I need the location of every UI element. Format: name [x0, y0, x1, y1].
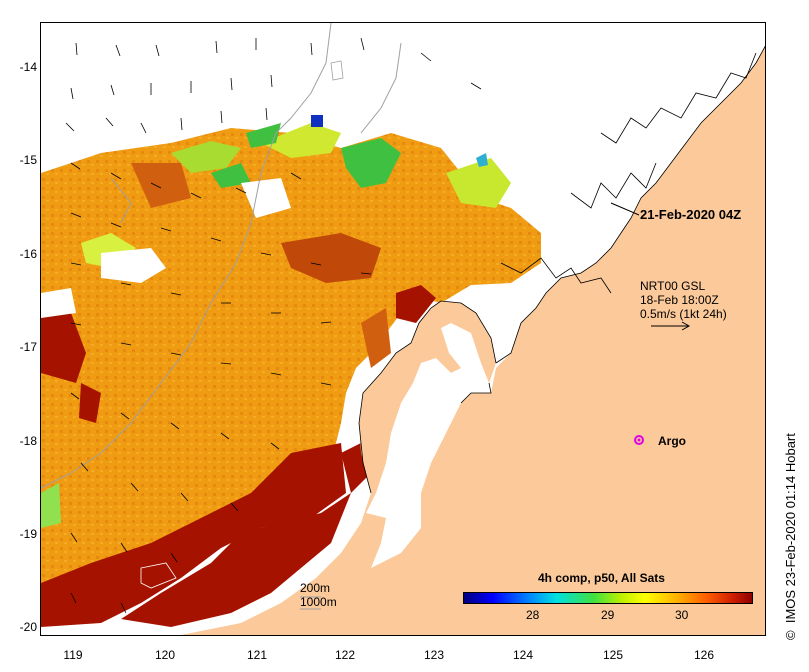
land-mass	[181, 46, 765, 635]
colorbar-tick: 30	[675, 608, 689, 622]
x-tick: 124	[512, 648, 534, 662]
x-tick: 125	[602, 648, 624, 662]
y-tick: -20	[19, 620, 37, 634]
x-tick: 120	[154, 648, 176, 662]
y-tick: -19	[19, 527, 37, 541]
cool-patch	[341, 138, 401, 188]
warm-patch	[131, 163, 191, 208]
y-tick: -14	[19, 60, 37, 74]
cool-patch	[41, 483, 61, 528]
date-marker-line	[610, 202, 640, 216]
colorbar-title: 4h comp, p50, All Sats	[538, 571, 665, 585]
x-tick: 126	[693, 648, 715, 662]
x-tick: 122	[334, 648, 356, 662]
current-scale-label: 0.5m/s (1kt 24h)	[640, 307, 727, 321]
credit-label: © IMOS 23-Feb-2020 01:14 Hobart	[783, 433, 798, 640]
coastline	[358, 45, 765, 494]
cloud-patch	[101, 248, 166, 283]
cool-patch	[261, 123, 341, 158]
x-tick: 119	[63, 648, 83, 662]
velocity-scale-arrow	[651, 321, 691, 331]
hot-zone	[396, 285, 436, 323]
cool-patch	[171, 141, 241, 173]
y-tick: -15	[19, 153, 37, 167]
cloud-patch	[41, 288, 76, 318]
colorbar-tick: 28	[526, 608, 540, 622]
bathymetry-contours	[41, 23, 402, 489]
cool-patch	[211, 163, 251, 188]
cool-patch	[81, 233, 136, 268]
x-tick: 123	[423, 648, 445, 662]
current-source-label: NRT00 GSL	[640, 279, 706, 293]
y-tick: -17	[19, 340, 37, 354]
image-date-label: 21-Feb-2020 04Z	[640, 207, 742, 222]
current-vectors	[65, 37, 482, 614]
warm-patch	[361, 308, 391, 368]
hot-zone	[41, 443, 346, 627]
y-tick: -18	[19, 434, 37, 448]
hot-zone	[79, 383, 101, 423]
cool-patch	[311, 115, 323, 127]
colorbar	[463, 592, 753, 604]
warm-patch	[281, 233, 381, 283]
map-canvas	[41, 23, 765, 635]
argo-float-marker	[634, 435, 644, 445]
contour-1000-label: 1000m	[300, 595, 337, 609]
argo-label: Argo	[658, 434, 686, 448]
current-time-label: 18-Feb 18:00Z	[640, 293, 719, 307]
contour-200-label: 200m	[300, 581, 331, 595]
x-tick: 121	[246, 648, 268, 662]
y-tick: -16	[19, 247, 37, 261]
sst-map[interactable]	[40, 22, 766, 636]
colorbar-tick: 29	[601, 608, 615, 622]
cool-patch	[446, 158, 511, 208]
sst-speckle	[41, 128, 541, 623]
islands	[140, 60, 344, 589]
hot-zone	[41, 303, 86, 383]
credit-text: IMOS 23-Feb-2020 01:14 Hobart	[783, 433, 798, 624]
copyright-icon: ©	[783, 630, 798, 640]
cool-patch	[476, 153, 488, 167]
